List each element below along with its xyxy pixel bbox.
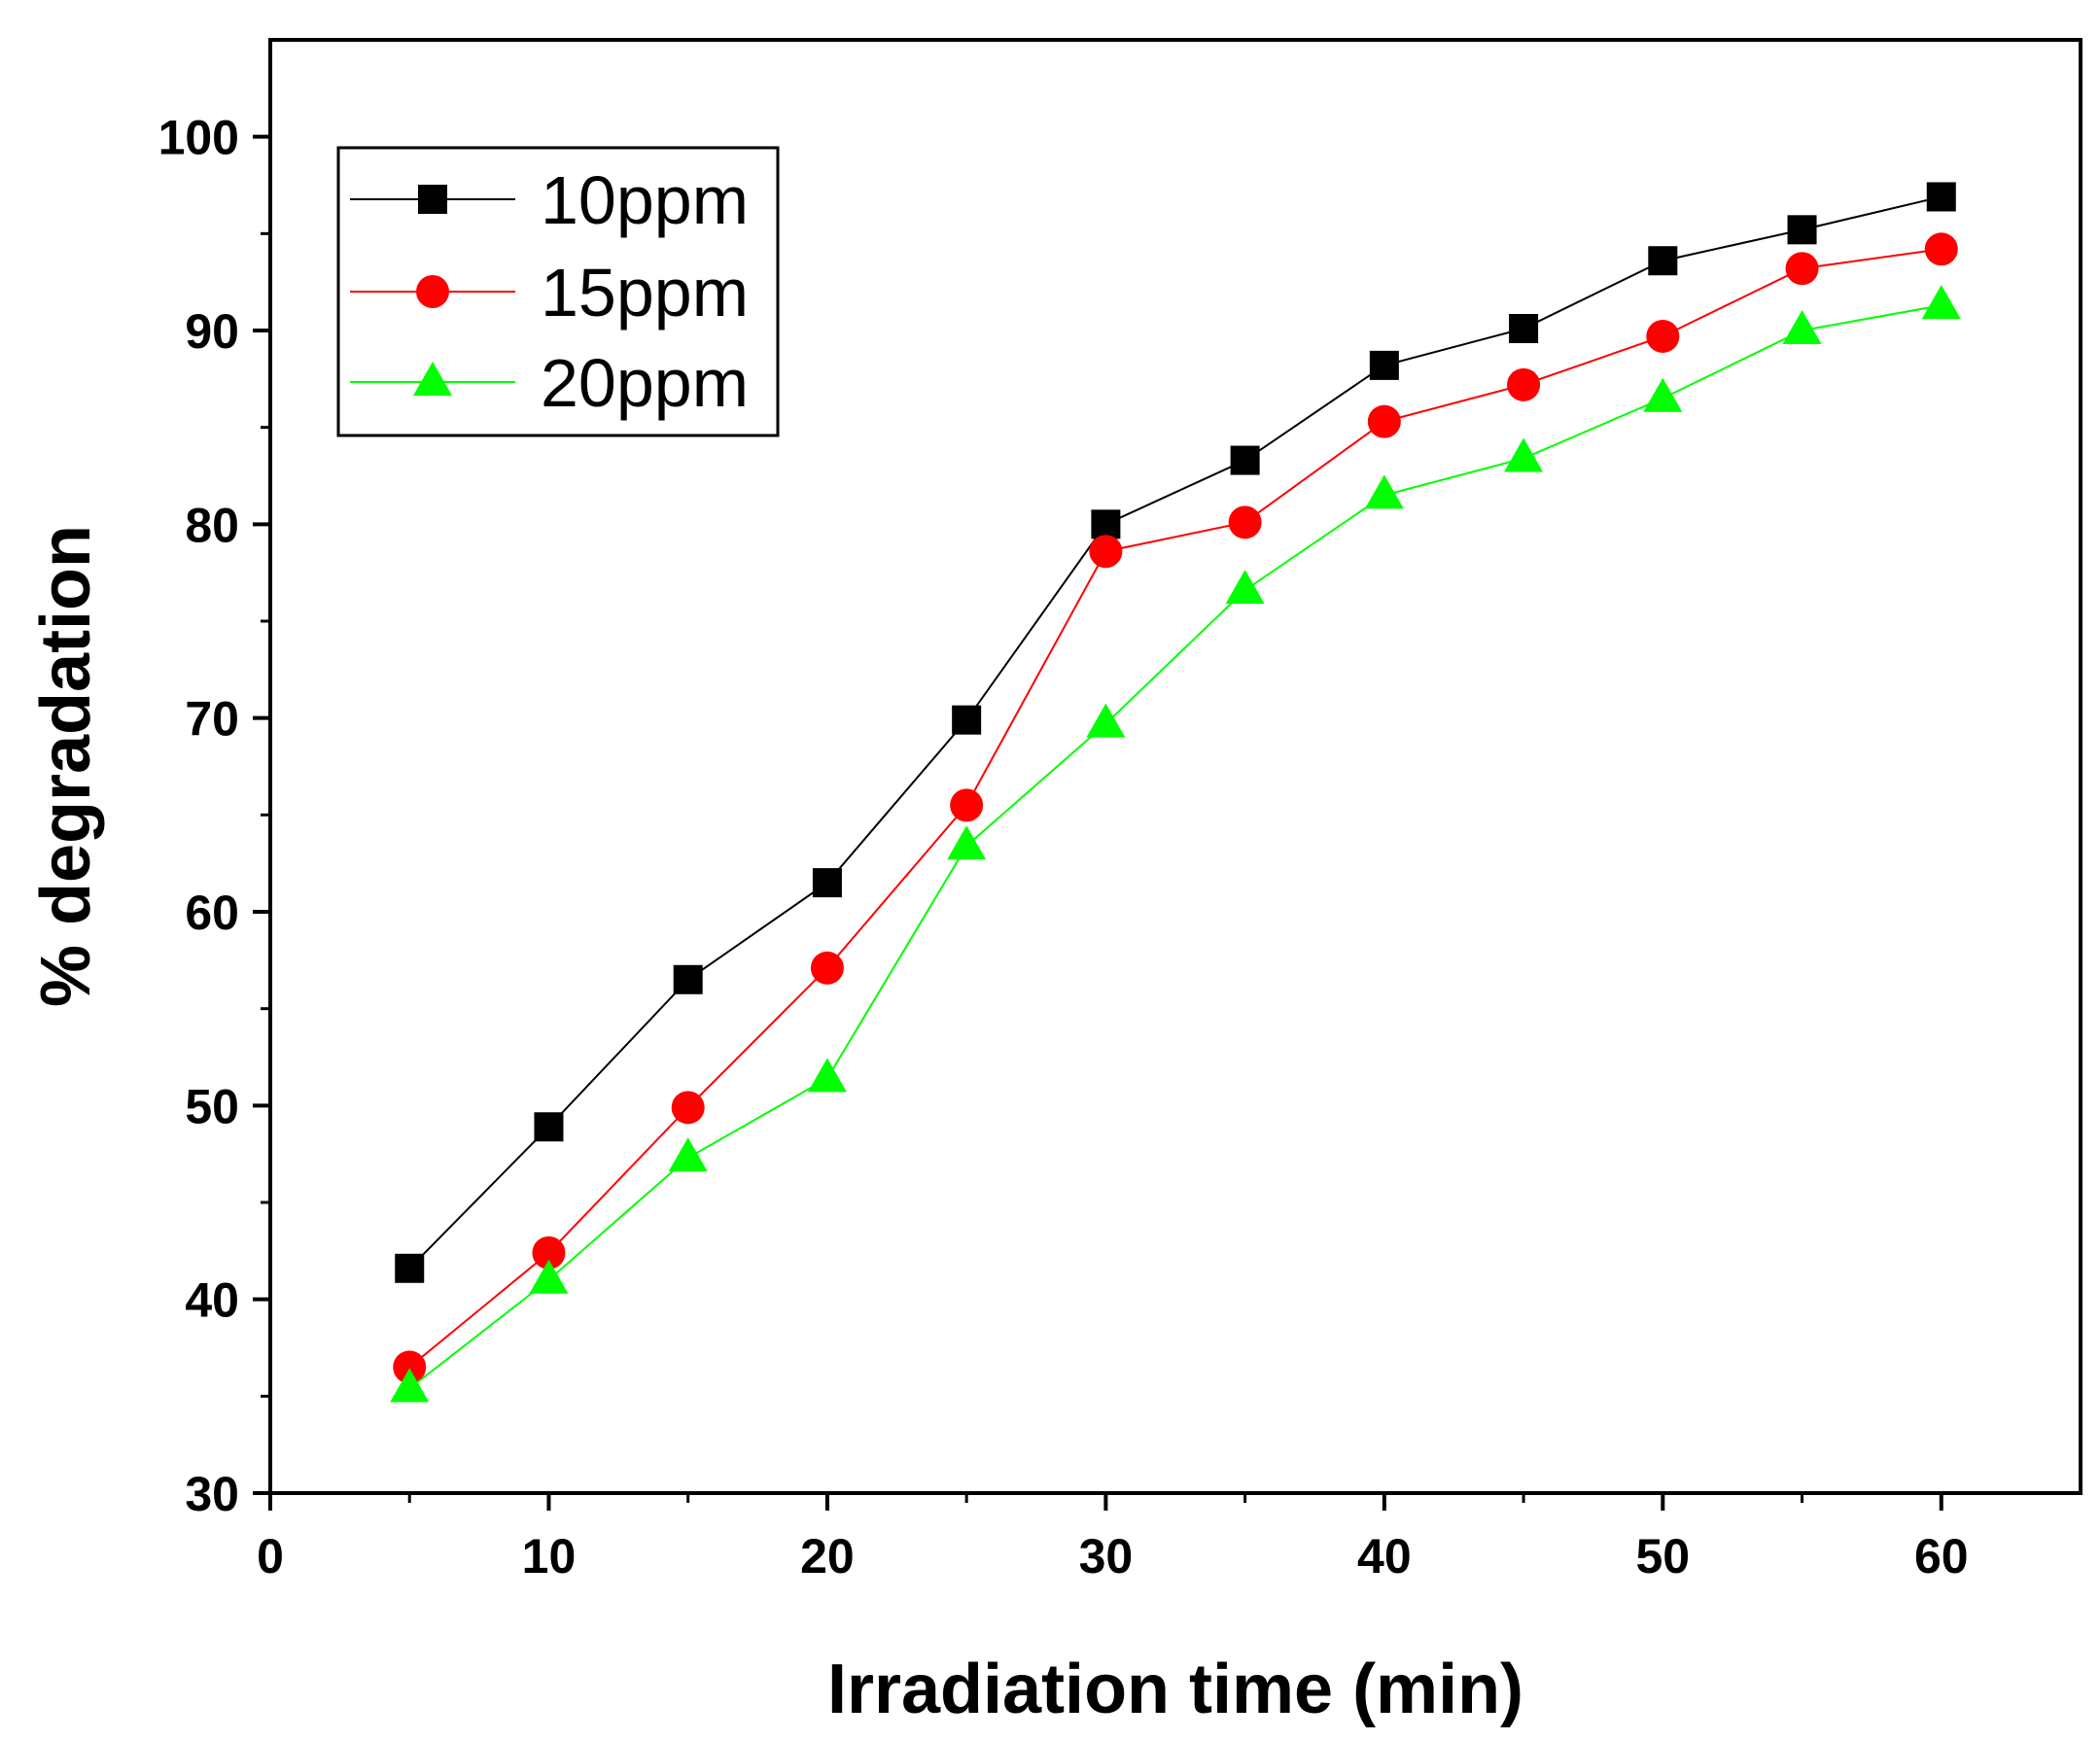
data-point bbox=[952, 705, 982, 735]
data-point bbox=[810, 951, 844, 985]
series-10ppm bbox=[395, 182, 1956, 1283]
series-15ppm bbox=[393, 232, 1958, 1384]
data-point bbox=[1225, 570, 1265, 605]
y-tick-label: 60 bbox=[185, 886, 239, 940]
legend-label: 10ppm bbox=[541, 162, 749, 238]
x-tick-label: 50 bbox=[1635, 1529, 1690, 1583]
data-point bbox=[532, 1235, 566, 1270]
data-point bbox=[1086, 703, 1126, 738]
data-point bbox=[812, 868, 842, 898]
data-point bbox=[1228, 505, 1262, 539]
legend-entry: 10ppm bbox=[350, 162, 749, 238]
data-point bbox=[1091, 509, 1121, 539]
y-tick-label: 40 bbox=[185, 1273, 239, 1328]
data-point bbox=[1787, 215, 1817, 245]
y-tick-label: 100 bbox=[158, 111, 239, 165]
x-tick-label: 20 bbox=[800, 1529, 855, 1583]
y-tick-label: 90 bbox=[185, 304, 239, 359]
data-point bbox=[390, 1368, 430, 1403]
x-tick-label: 30 bbox=[1079, 1529, 1134, 1583]
data-point bbox=[671, 1091, 705, 1125]
data-point bbox=[1921, 285, 1961, 320]
series-line bbox=[408, 304, 1942, 1390]
legend-label: 20ppm bbox=[541, 345, 749, 421]
data-point bbox=[1924, 232, 1958, 266]
data-point bbox=[393, 1350, 427, 1384]
legend-marker bbox=[413, 362, 452, 396]
data-point bbox=[529, 1259, 569, 1294]
data-point bbox=[1367, 404, 1401, 438]
x-tick-label: 60 bbox=[1914, 1529, 1969, 1583]
data-point bbox=[534, 1112, 564, 1142]
data-point bbox=[395, 1253, 425, 1283]
data-point bbox=[1230, 445, 1260, 475]
data-point bbox=[1926, 182, 1956, 212]
data-point bbox=[1509, 314, 1539, 344]
series-line bbox=[408, 248, 1942, 1369]
legend-entry: 20ppm bbox=[350, 345, 749, 421]
data-point bbox=[1504, 437, 1544, 472]
series-layer bbox=[390, 182, 1961, 1403]
x-tick-label: 10 bbox=[522, 1529, 577, 1583]
y-tick-label: 50 bbox=[185, 1079, 239, 1133]
y-tick-label: 30 bbox=[185, 1467, 239, 1521]
data-point bbox=[1507, 367, 1541, 401]
x-axis-ticks: 0 10 20 30 40 50 60 bbox=[257, 1493, 1969, 1583]
data-point bbox=[668, 1137, 708, 1172]
legend-entry: 15ppm bbox=[350, 255, 749, 331]
legend: 10ppm 15ppm 20ppm bbox=[336, 146, 780, 437]
y-tick-label: 80 bbox=[185, 498, 239, 552]
data-point bbox=[1643, 377, 1683, 412]
data-point bbox=[1646, 319, 1680, 353]
data-point bbox=[807, 1058, 847, 1093]
data-point bbox=[1782, 310, 1822, 344]
y-tick-label: 70 bbox=[185, 692, 239, 747]
data-point bbox=[950, 788, 984, 822]
legend-marker bbox=[418, 185, 447, 214]
data-point bbox=[1785, 252, 1819, 286]
data-point bbox=[1648, 246, 1678, 276]
data-point bbox=[673, 964, 703, 994]
data-point bbox=[1364, 474, 1404, 509]
y-axis-title: % degradation bbox=[27, 525, 105, 1007]
series-line bbox=[408, 195, 1942, 1270]
x-tick-label: 40 bbox=[1357, 1529, 1412, 1583]
legend-entries: 10ppm 15ppm 20ppm bbox=[350, 162, 749, 421]
legend-marker bbox=[416, 275, 449, 308]
data-point bbox=[947, 825, 987, 860]
data-point bbox=[1369, 350, 1399, 380]
series-20ppm bbox=[390, 285, 1961, 1403]
x-axis-title: Irradiation time (min) bbox=[827, 1651, 1523, 1728]
data-point bbox=[1089, 535, 1123, 569]
legend-label: 15ppm bbox=[541, 255, 749, 331]
x-tick-label: 0 bbox=[257, 1529, 284, 1583]
y-axis-ticks: 30 40 50 60 70 80 90 100 bbox=[158, 111, 270, 1521]
plot-frame bbox=[268, 38, 2082, 1495]
